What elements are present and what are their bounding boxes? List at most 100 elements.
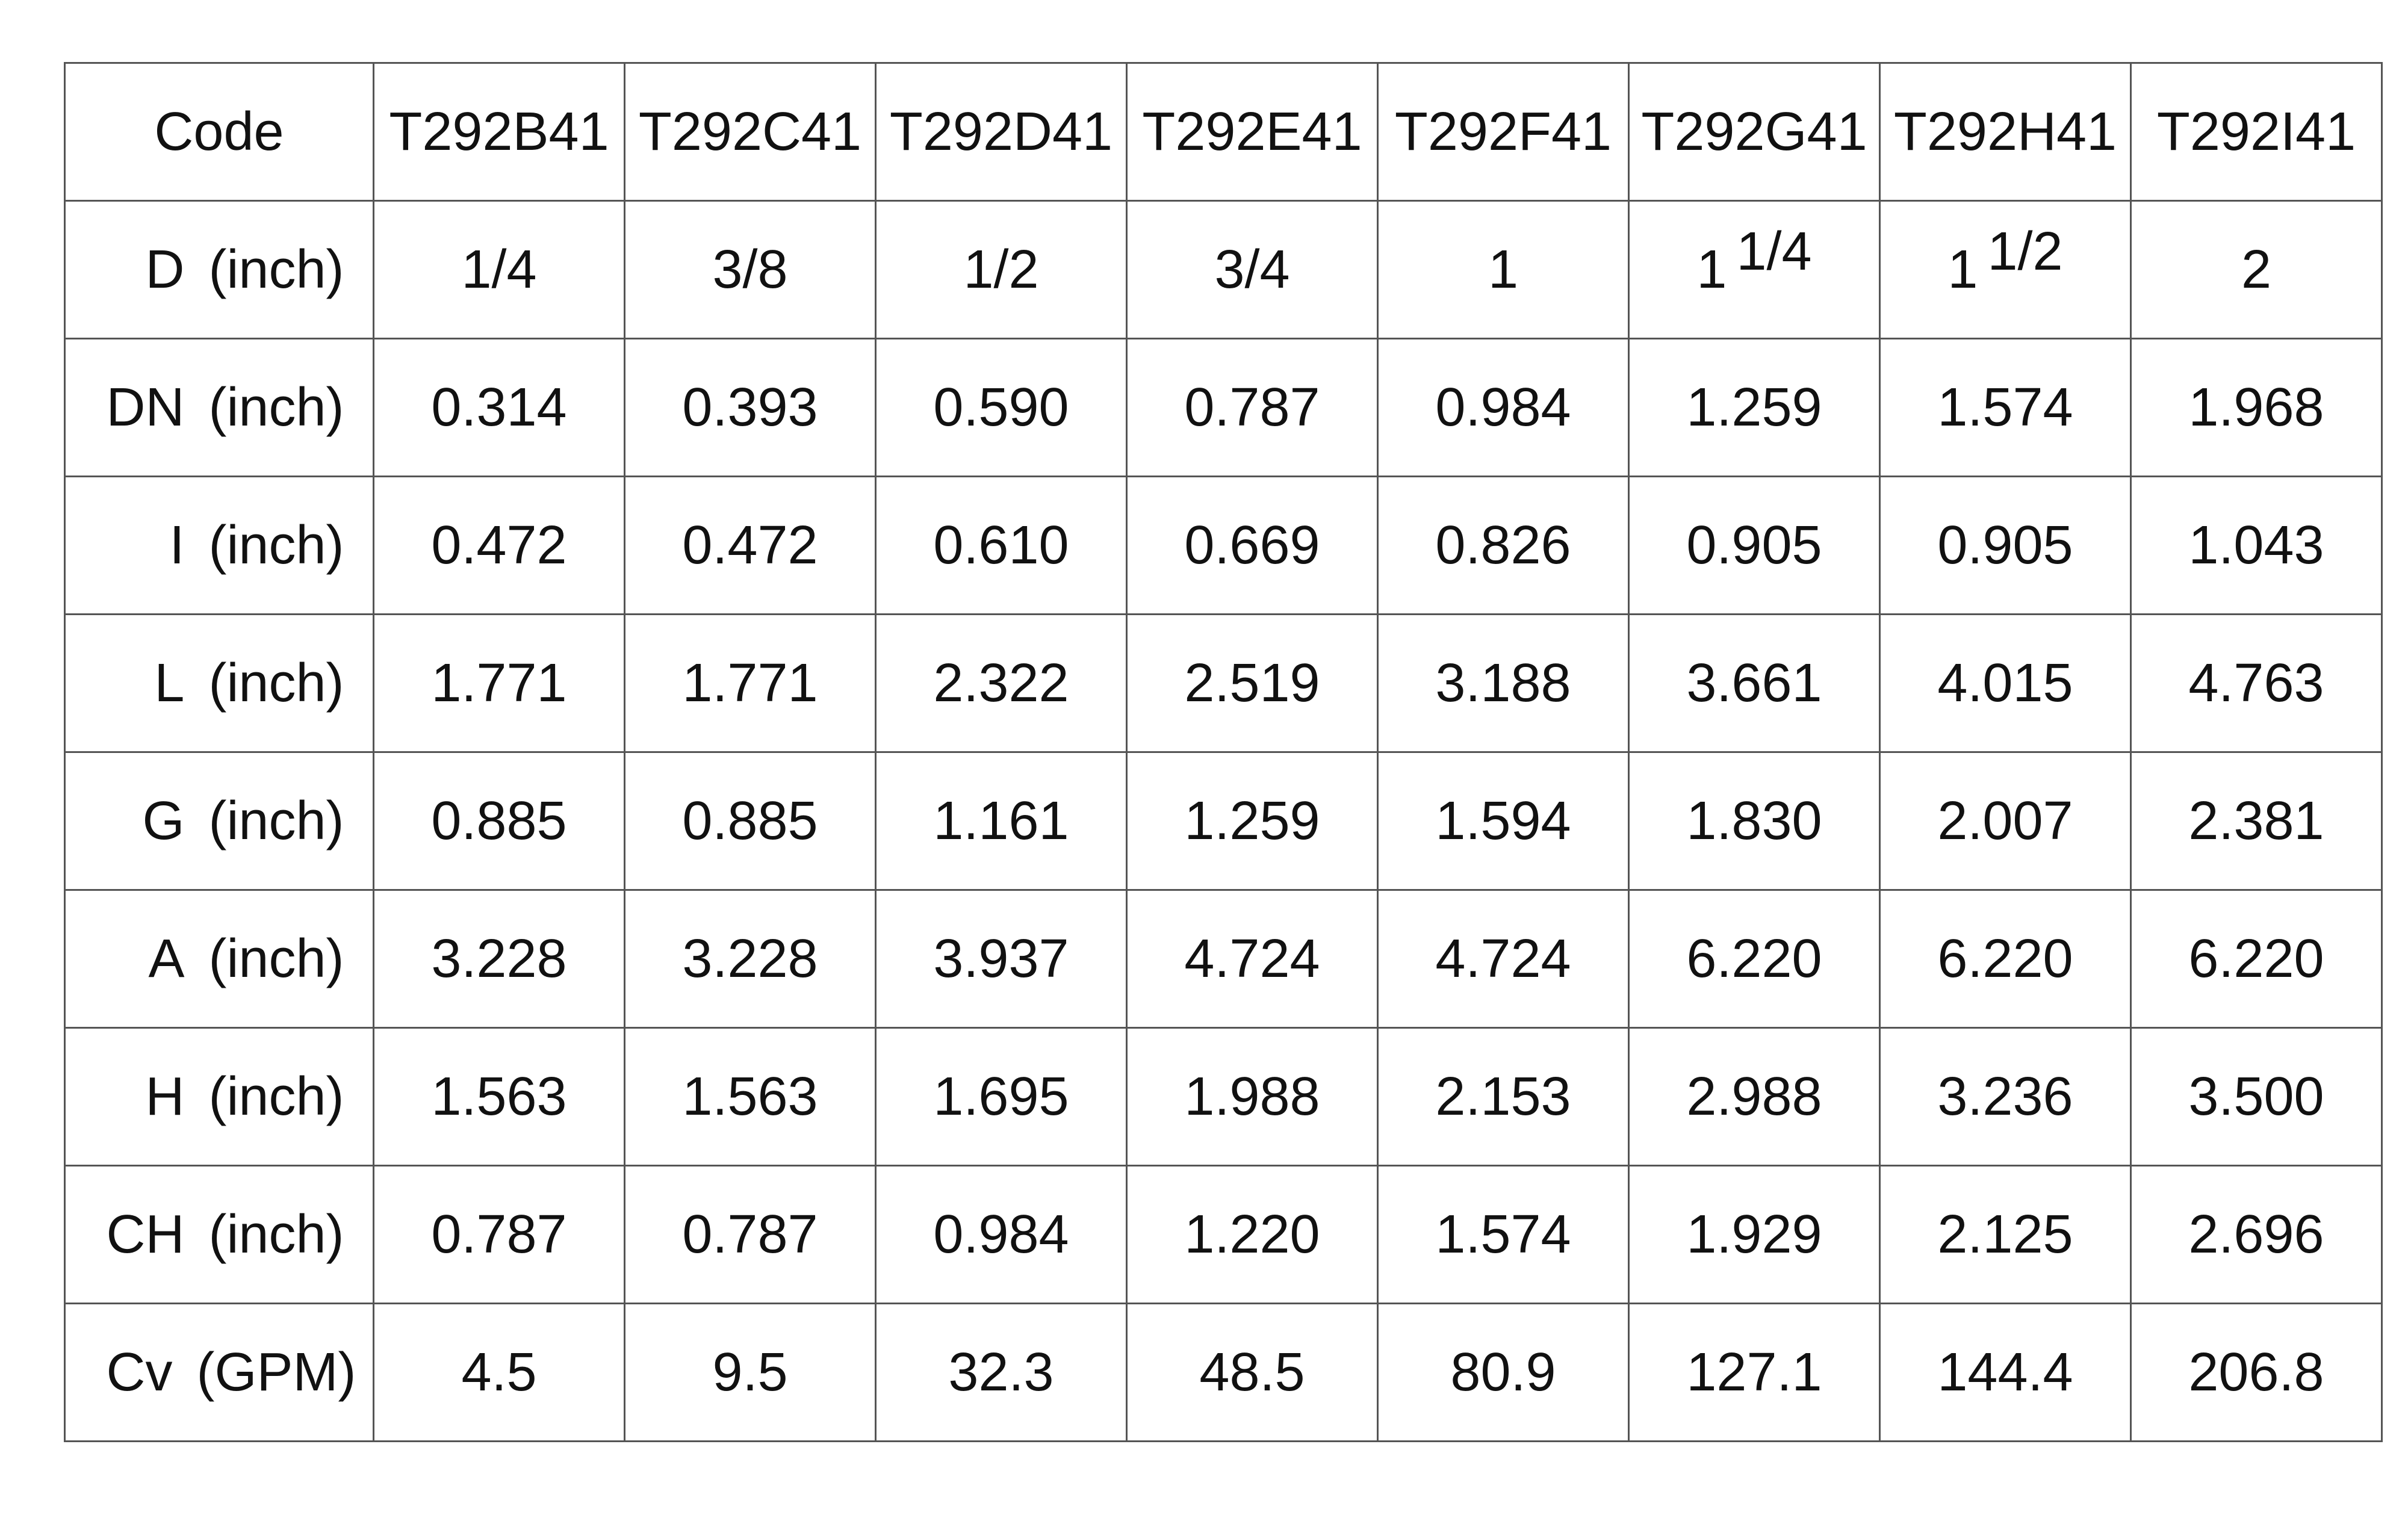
header-label: Code bbox=[64, 62, 374, 202]
value-cell: 9.5 bbox=[624, 1303, 877, 1442]
data-row: I (inch) 0.472 0.472 0.610 0.669 0.826 0.905 0.9… bbox=[64, 476, 2383, 615]
value-cell: 0.787 bbox=[624, 1165, 877, 1304]
row-label: L (inch) bbox=[64, 613, 374, 753]
value-fraction: 1/4 bbox=[1736, 221, 1812, 282]
value-cell: 1.563 bbox=[373, 1027, 625, 1166]
spec-table: Code T292B41 T292C41 T292D41 T292E41 T292F41 T… bbox=[64, 62, 2383, 1442]
value-cell: 3.228 bbox=[624, 889, 877, 1029]
value-cell: 2.988 bbox=[1628, 1027, 1881, 1166]
value-cell: 3.236 bbox=[1879, 1027, 2132, 1166]
value-cell: 1.574 bbox=[1377, 1165, 1630, 1304]
value-cell: 4.5 bbox=[373, 1303, 625, 1442]
row-unit: (GPM) bbox=[196, 1342, 356, 1402]
value-cell: 0.885 bbox=[373, 751, 625, 891]
value-fraction: 1/2 bbox=[1987, 221, 2063, 282]
value-cell: 1.574 bbox=[1879, 338, 2132, 477]
value-cell: 3.500 bbox=[2130, 1027, 2383, 1166]
row-unit: (inch) bbox=[208, 1066, 344, 1127]
value-cell: 0.984 bbox=[875, 1165, 1128, 1304]
value-cell: 1 1/4 bbox=[1628, 200, 1881, 339]
row-label: I (inch) bbox=[64, 476, 374, 615]
row-unit: (inch) bbox=[208, 790, 344, 851]
value-cell: 2.322 bbox=[875, 613, 1128, 753]
value-cell: 1.259 bbox=[1628, 338, 1881, 477]
data-row: L (inch) 1.771 1.771 2.322 2.519 3.188 3.661 4.0… bbox=[64, 613, 2383, 753]
value-cell: 80.9 bbox=[1377, 1303, 1630, 1442]
value-cell: 4.724 bbox=[1377, 889, 1630, 1029]
row-symbol: I bbox=[169, 515, 185, 575]
value-cell: 4.015 bbox=[1879, 613, 2132, 753]
value-cell: 3.661 bbox=[1628, 613, 1881, 753]
value-whole: 1 bbox=[1696, 239, 1727, 300]
value-cell: 0.984 bbox=[1377, 338, 1630, 477]
value-cell: 1.220 bbox=[1126, 1165, 1379, 1304]
data-row: H (inch) 1.563 1.563 1.695 1.988 2.153 2.988 3.2… bbox=[64, 1027, 2383, 1166]
row-symbol: G bbox=[142, 790, 185, 851]
row-unit: (inch) bbox=[208, 377, 344, 438]
value-cell: 1.594 bbox=[1377, 751, 1630, 891]
code-cell: T292E41 bbox=[1126, 62, 1379, 202]
value-cell: 2.696 bbox=[2130, 1165, 2383, 1304]
row-label: A (inch) bbox=[64, 889, 374, 1029]
value-cell: 0.590 bbox=[875, 338, 1128, 477]
row-symbol: DN bbox=[106, 377, 185, 438]
code-cell: T292H41 bbox=[1879, 62, 2132, 202]
row-unit: (inch) bbox=[208, 515, 344, 575]
value-cell: 0.669 bbox=[1126, 476, 1379, 615]
value-cell: 1.563 bbox=[624, 1027, 877, 1166]
value-cell: 4.763 bbox=[2130, 613, 2383, 753]
row-unit: (inch) bbox=[208, 239, 344, 300]
row-symbol: D bbox=[145, 239, 185, 300]
value-cell: 3/4 bbox=[1126, 200, 1379, 339]
row-symbol: L bbox=[154, 652, 185, 713]
value-cell: 6.220 bbox=[2130, 889, 2383, 1029]
value-cell: 1.161 bbox=[875, 751, 1128, 891]
row-label: DN (inch) bbox=[64, 338, 374, 477]
value-cell: 1/2 bbox=[875, 200, 1128, 339]
value-cell: 4.724 bbox=[1126, 889, 1379, 1029]
code-cell: T292B41 bbox=[373, 62, 625, 202]
value-cell: 127.1 bbox=[1628, 1303, 1881, 1442]
value-cell: 2.125 bbox=[1879, 1165, 2132, 1304]
value-cell: 0.787 bbox=[373, 1165, 625, 1304]
value-cell: 1.929 bbox=[1628, 1165, 1881, 1304]
value-cell: 0.826 bbox=[1377, 476, 1630, 615]
code-cell: T292D41 bbox=[875, 62, 1128, 202]
value-cell: 3.188 bbox=[1377, 613, 1630, 753]
value-cell: 1.771 bbox=[624, 613, 877, 753]
value-cell: 0.472 bbox=[624, 476, 877, 615]
row-unit: (inch) bbox=[208, 652, 344, 713]
value-cell: 0.885 bbox=[624, 751, 877, 891]
data-row: D (inch) 1/4 3/8 1/2 3/4 1 1 1/4 1 1/2 2 bbox=[64, 200, 2383, 339]
row-label: CH (inch) bbox=[64, 1165, 374, 1304]
code-cell: T292F41 bbox=[1377, 62, 1630, 202]
value-cell: 6.220 bbox=[1879, 889, 2132, 1029]
value-cell: 1 1/2 bbox=[1879, 200, 2132, 339]
value-cell: 0.472 bbox=[373, 476, 625, 615]
value-cell: 206.8 bbox=[2130, 1303, 2383, 1442]
value-cell: 1.043 bbox=[2130, 476, 2383, 615]
value-cell: 0.787 bbox=[1126, 338, 1379, 477]
value-cell: 1.968 bbox=[2130, 338, 2383, 477]
value-cell: 1.259 bbox=[1126, 751, 1379, 891]
row-symbol: CH bbox=[106, 1204, 185, 1265]
data-row: CH (inch) 0.787 0.787 0.984 1.220 1.574 1.929 2.… bbox=[64, 1165, 2383, 1304]
value-cell: 2.381 bbox=[2130, 751, 2383, 891]
row-label: H (inch) bbox=[64, 1027, 374, 1166]
row-label: D (inch) bbox=[64, 200, 374, 339]
value-cell: 32.3 bbox=[875, 1303, 1128, 1442]
row-label: Cv (GPM) bbox=[64, 1303, 374, 1442]
value-cell: 6.220 bbox=[1628, 889, 1881, 1029]
code-cell: T292G41 bbox=[1628, 62, 1881, 202]
data-row: A (inch) 3.228 3.228 3.937 4.724 4.724 6.220 6.2… bbox=[64, 889, 2383, 1029]
value-cell: 3.228 bbox=[373, 889, 625, 1029]
row-symbol: Cv bbox=[106, 1342, 173, 1402]
code-cell: T292I41 bbox=[2130, 62, 2383, 202]
value-cell: 1.771 bbox=[373, 613, 625, 753]
value-cell: 0.905 bbox=[1628, 476, 1881, 615]
value-whole: 1 bbox=[1947, 239, 1978, 300]
row-symbol: A bbox=[148, 928, 185, 989]
value-cell: 48.5 bbox=[1126, 1303, 1379, 1442]
value-cell: 1.988 bbox=[1126, 1027, 1379, 1166]
header-row: Code T292B41 T292C41 T292D41 T292E41 T292F41 T… bbox=[64, 62, 2383, 202]
